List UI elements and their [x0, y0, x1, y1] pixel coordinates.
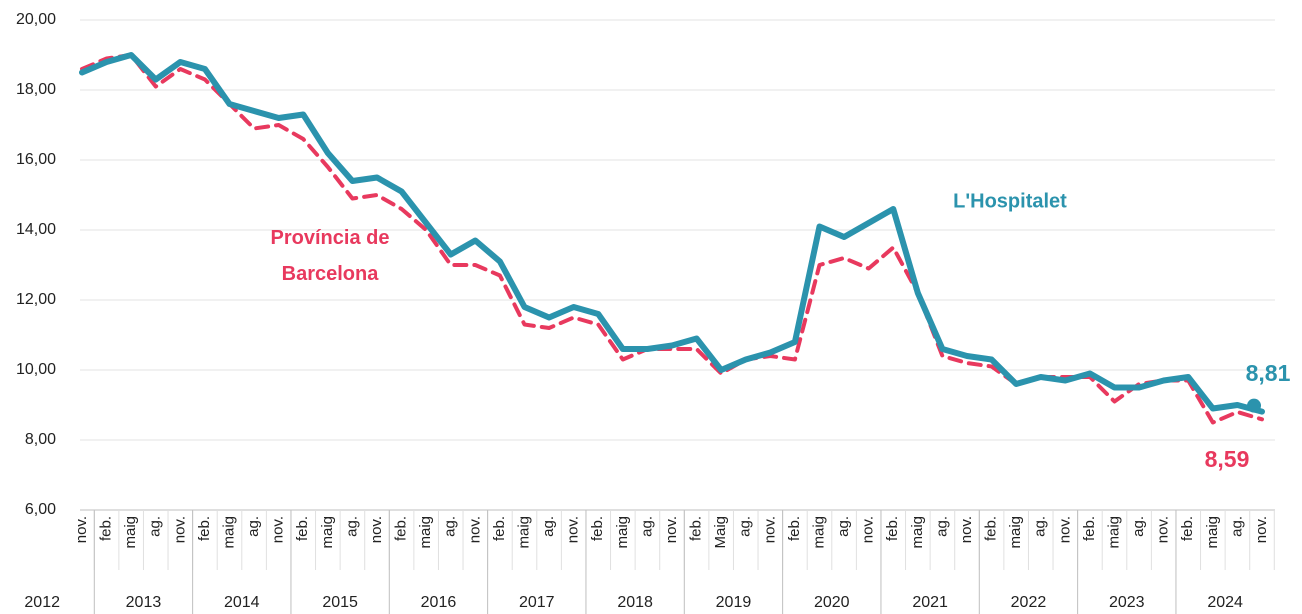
x-tick-label: nov.	[860, 516, 877, 543]
x-tick-label: ag.	[933, 516, 950, 537]
year-label: 2016	[421, 594, 457, 611]
y-tick-label: 18,00	[16, 81, 56, 98]
x-tick-label: nov.	[761, 516, 778, 543]
y-tick-label: 16,00	[16, 151, 56, 168]
x-tick-label: maig	[1105, 516, 1122, 549]
x-tick-label: maig	[515, 516, 532, 549]
x-tick-label: maig	[417, 516, 434, 549]
x-tick-label: nov.	[1056, 516, 1073, 543]
x-tick-label: maig	[614, 516, 631, 549]
y-tick-label: 10,00	[16, 361, 56, 378]
y-tick-label: 8,00	[25, 431, 56, 448]
x-tick-label: Maig	[712, 516, 729, 549]
x-tick-label: nov.	[73, 516, 90, 543]
x-tick-label: nov.	[368, 516, 385, 543]
x-tick-label: nov.	[466, 516, 483, 543]
end-label: 8,59	[1205, 446, 1250, 472]
x-tick-label: feb.	[1081, 516, 1098, 541]
year-label: 2021	[912, 594, 948, 611]
x-tick-label: feb.	[1179, 516, 1196, 541]
series-line	[80, 53, 1264, 425]
x-tick-label: nov.	[270, 516, 287, 543]
series-name-box: Província de Barcelona	[270, 227, 390, 285]
year-label: 2015	[322, 594, 358, 611]
x-tick-label: nov.	[171, 516, 188, 543]
year-label: 2012	[24, 594, 60, 611]
y-tick-label: 6,00	[25, 501, 56, 518]
x-tick-label: maig	[122, 516, 139, 549]
series-name: Província de Barcelona	[270, 227, 390, 285]
x-tick-label: feb.	[884, 516, 901, 541]
x-tick-label: maig	[810, 516, 827, 549]
x-tick-label: maig	[1204, 516, 1221, 549]
x-tick-label: maig	[909, 516, 926, 549]
x-tick-label: ag.	[835, 516, 852, 537]
x-tick-label: nov.	[565, 516, 582, 543]
x-tick-label: feb.	[688, 516, 705, 541]
x-tick-label: ag.	[343, 516, 360, 537]
end-marker	[1247, 398, 1261, 413]
x-tick-label: nov.	[663, 516, 680, 543]
x-tick-label: feb.	[98, 516, 115, 541]
end-label: 8,81	[1246, 360, 1291, 386]
series-line	[79, 52, 1265, 415]
x-tick-label: feb.	[294, 516, 311, 541]
year-label: 2013	[126, 594, 162, 611]
x-tick-label: ag.	[638, 516, 655, 537]
y-tick-label: 14,00	[16, 221, 56, 238]
x-tick-label: nov.	[1155, 516, 1172, 543]
x-tick-label: ag.	[147, 516, 164, 537]
y-tick-label: 12,00	[16, 291, 56, 308]
x-tick-label: ag.	[245, 516, 262, 537]
x-tick-label: feb.	[393, 516, 410, 541]
x-tick-label: nov.	[958, 516, 975, 543]
year-label: 2024	[1207, 594, 1243, 611]
x-tick-label: ag.	[442, 516, 459, 537]
x-tick-label: ag.	[1130, 516, 1147, 537]
year-label: 2017	[519, 594, 555, 611]
x-tick-label: maig	[319, 516, 336, 549]
x-tick-label: nov.	[1253, 516, 1270, 543]
year-label: 2023	[1109, 594, 1145, 611]
year-label: 2022	[1011, 594, 1047, 611]
x-tick-label: feb.	[983, 516, 1000, 541]
x-tick-label: maig	[1007, 516, 1024, 549]
x-tick-label: feb.	[491, 516, 508, 541]
x-tick-label: feb.	[589, 516, 606, 541]
x-tick-label: ag.	[737, 516, 754, 537]
x-tick-label: ag.	[1032, 516, 1049, 537]
year-label: 2019	[716, 594, 752, 611]
x-tick-label: maig	[220, 516, 237, 549]
year-label: 2020	[814, 594, 850, 611]
x-tick-label: ag.	[1228, 516, 1245, 537]
year-label: 2014	[224, 594, 260, 611]
x-tick-label: feb.	[196, 516, 213, 541]
y-tick-label: 20,00	[16, 11, 56, 28]
x-tick-label: ag.	[540, 516, 557, 537]
year-label: 2018	[617, 594, 653, 611]
x-tick-label: feb.	[786, 516, 803, 541]
series-name: L'Hospitalet	[953, 190, 1067, 212]
